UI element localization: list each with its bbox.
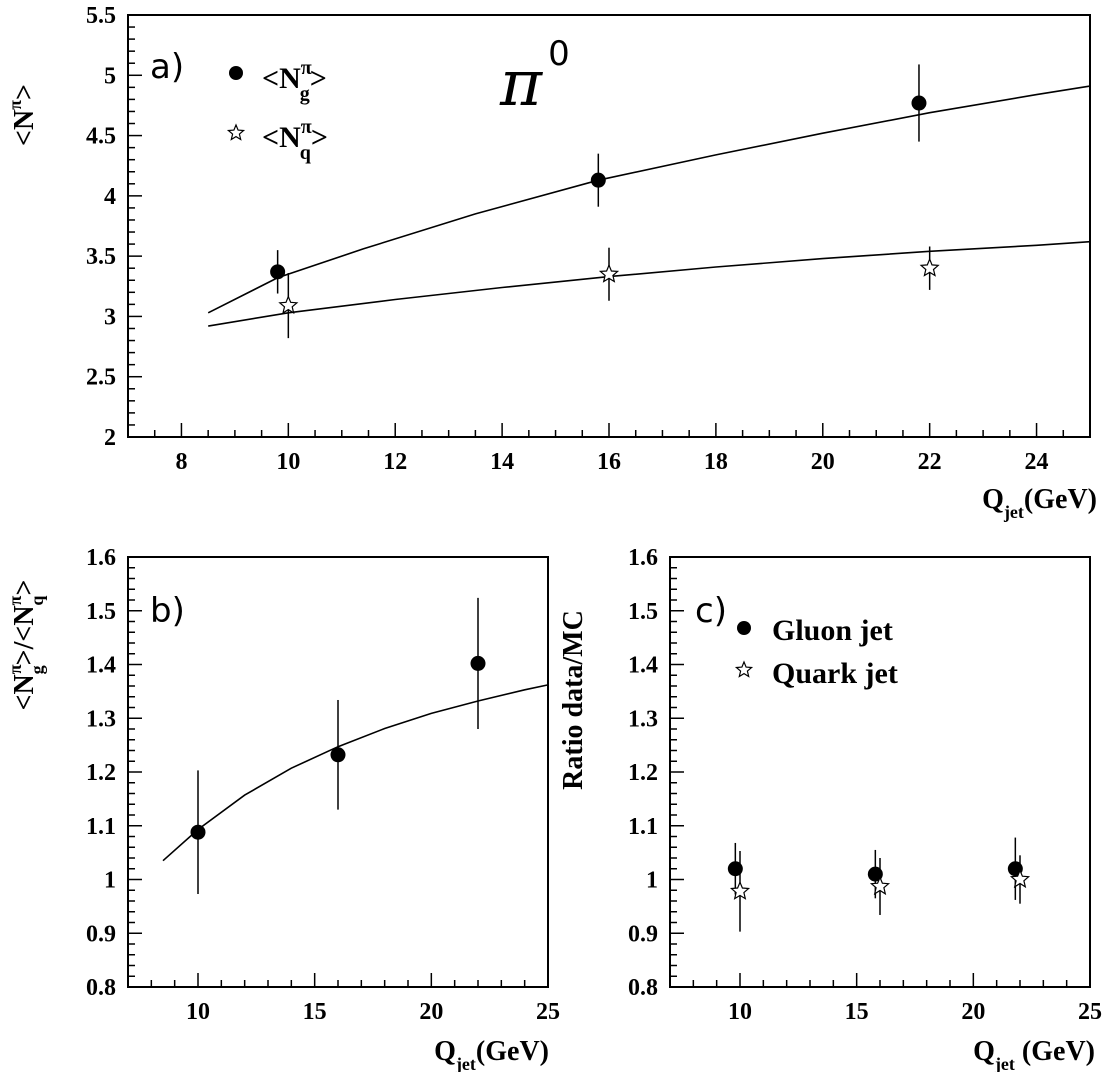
data-point-star (869, 875, 891, 896)
y-tick-label: 4 (104, 184, 116, 210)
x-tick-label: 16 (597, 449, 621, 475)
panel-c-points (727, 837, 1031, 932)
x-tick-label: 24 (1025, 449, 1049, 475)
y-tick-label: 4.5 (86, 124, 116, 150)
fit-curve (162, 684, 549, 862)
legend-gluon-dot (229, 66, 243, 80)
data-point-dot (470, 655, 486, 671)
data-point-star (278, 295, 299, 315)
panel-c-ticks (669, 556, 1091, 988)
y-tick-label: 5.5 (86, 3, 116, 29)
panel-c-x-axis-title: Qjet (GeV) (973, 1036, 1095, 1072)
panel-c-y-axis-title: Ratio data/MC (558, 610, 589, 790)
y-tick-label: 1.2 (628, 760, 658, 786)
x-tick-label: 22 (918, 449, 942, 475)
panel-a-legend: <Nπ g> <Nπ q> (226, 57, 328, 164)
data-point-star (919, 257, 940, 277)
legend-gluon-jet-dot (737, 621, 751, 635)
panel-b-points (190, 597, 486, 895)
x-tick-label: 8 (175, 449, 187, 475)
legend-gluon-jet-label: Gluon jet (772, 614, 893, 647)
panel-c-y-tick-labels: 0.8 0.9 1 1.1 1.2 1.3 1.4 1.5 1.6 (628, 545, 658, 1001)
panel-a-points (270, 64, 940, 339)
data-point-dot (911, 95, 927, 111)
y-tick-label: 3 (104, 304, 116, 330)
panel-b-ticks (127, 556, 549, 988)
x-tick-label: 14 (490, 449, 514, 475)
y-tick-label: 0.8 (86, 975, 116, 1001)
y-tick-label: 1.6 (86, 545, 116, 571)
panel-a-label: a) (150, 47, 184, 87)
fit-curve (208, 240, 1091, 327)
y-tick-label: 1.1 (628, 814, 658, 840)
y-tick-label: 1.5 (628, 599, 658, 625)
panel-a-x-axis-title: Qjet(GeV) (982, 484, 1097, 522)
data-point-dot (867, 866, 883, 882)
data-point-dot (270, 264, 286, 280)
panel-b-y-tick-labels: 0.8 0.9 1 1.1 1.2 1.3 1.4 1.5 1.6 (86, 545, 116, 1001)
x-tick-label: 10 (728, 999, 752, 1025)
panel-b-curves (162, 684, 549, 862)
y-tick-label: 1.3 (628, 706, 658, 732)
panel-a-y-axis-title: <Nπ> (5, 84, 40, 146)
x-tick-label: 20 (811, 449, 835, 475)
y-tick-label: 1.5 (86, 599, 116, 625)
y-tick-label: 2 (104, 425, 116, 451)
data-point-dot (330, 747, 346, 763)
panel-c-label: c) (695, 591, 727, 631)
panel-b: 10 15 20 25 0.8 0.9 1 1.1 1.2 1.3 1.4 1.5 1.6 b) <N… (5, 545, 560, 1074)
panel-b-label: b) (150, 591, 185, 631)
panel-c-x-tick-labels: 10 15 20 25 (728, 999, 1102, 1025)
y-tick-label: 1.3 (86, 706, 116, 732)
legend-quark-star (226, 123, 246, 141)
panel-b-x-tick-labels: 10 15 20 25 (186, 999, 560, 1025)
y-tick-label: 5 (104, 63, 116, 89)
y-tick-label: 0.9 (86, 921, 116, 947)
x-tick-label: 10 (276, 449, 300, 475)
x-tick-label: 20 (961, 999, 985, 1025)
x-tick-label: 20 (419, 999, 443, 1025)
y-tick-label: 3.5 (86, 244, 116, 270)
panel-a-y-tick-labels: 2 2.5 3 3.5 4 4.5 5 5.5 (86, 3, 116, 451)
x-tick-label: 15 (303, 999, 327, 1025)
legend-ng-label: <Nπ g> (262, 57, 327, 105)
x-tick-label: 12 (383, 449, 407, 475)
panel-b-x-axis-title: Qjet(GeV) (434, 1036, 549, 1072)
y-tick-label: 2.5 (86, 365, 116, 391)
x-tick-label: 10 (186, 999, 210, 1025)
panel-a-x-tick-labels: 8 10 12 14 16 18 20 22 24 (175, 449, 1048, 475)
data-point-star (1009, 868, 1031, 889)
data-point-dot (590, 172, 606, 188)
y-tick-label: 1 (104, 868, 116, 894)
data-point-dot (727, 861, 743, 877)
data-point-star (598, 263, 620, 283)
x-tick-label: 25 (1078, 999, 1102, 1025)
y-tick-label: 1.1 (86, 814, 116, 840)
y-tick-label: 1.4 (628, 653, 658, 679)
legend-nq-label: <Nπ q> (262, 116, 328, 164)
legend-quark-jet-label: Quark jet (772, 657, 898, 690)
panel-c-legend: Gluon jet Quark jet (734, 614, 898, 690)
y-tick-label: 1.2 (86, 760, 116, 786)
y-tick-label: 0.8 (628, 975, 658, 1001)
y-tick-label: 1 (646, 868, 658, 894)
y-tick-label: 0.9 (628, 921, 658, 947)
fit-curve (207, 85, 1091, 314)
x-tick-label: 25 (536, 999, 560, 1025)
y-tick-label: 1.6 (628, 545, 658, 571)
panel-c: 10 15 20 25 0.8 0.9 1 1.1 1.2 1.3 1.4 1.5 1.6 c) Gl… (558, 545, 1102, 1074)
data-point-star (729, 880, 751, 900)
x-tick-label: 18 (704, 449, 728, 475)
panel-a-ticks (127, 14, 1091, 438)
data-point-dot (190, 824, 206, 840)
y-tick-label: 1.4 (86, 653, 116, 679)
x-tick-label: 15 (845, 999, 869, 1025)
panel-a-curves (207, 85, 1091, 327)
legend-quark-jet-star (734, 660, 754, 678)
panel-b-y-axis-title: <Nπ g>/<Nπ q> (5, 580, 47, 711)
